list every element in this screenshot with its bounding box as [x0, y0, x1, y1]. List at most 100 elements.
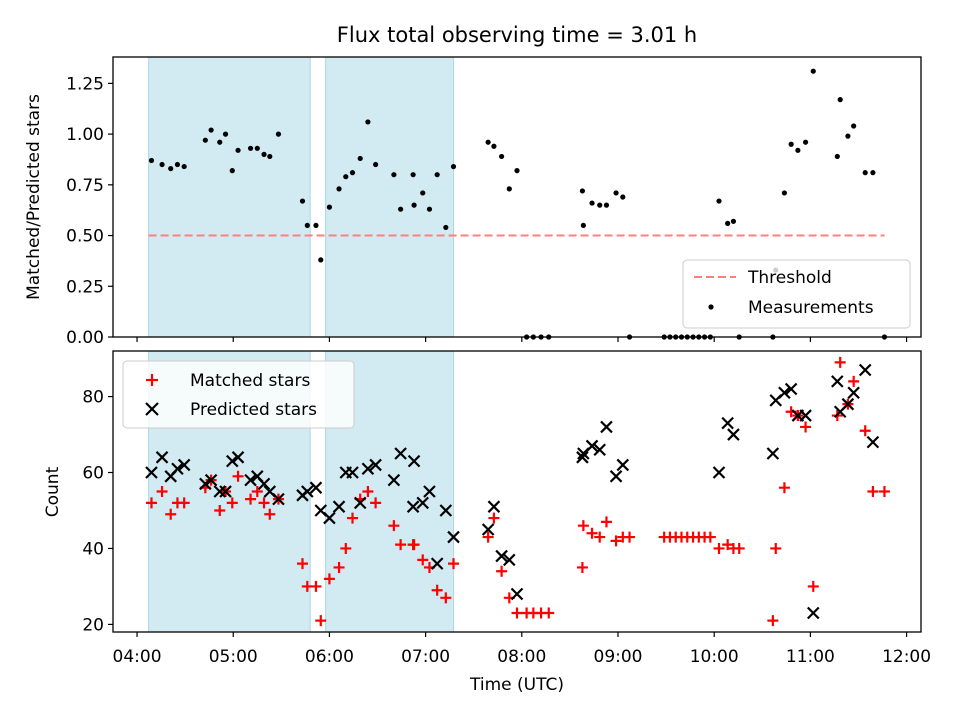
- legend-predicted-swatch: [145, 402, 159, 416]
- measurement-point: [506, 186, 512, 192]
- measurement-point: [499, 153, 505, 160]
- predicted-star-point: [199, 477, 212, 491]
- x-tick-label: 08:00: [497, 647, 546, 667]
- observing-windows-top: [148, 56, 455, 338]
- measurement-point: [410, 172, 416, 178]
- top-y-axis-ticks: 0.00 0.25 0.50 0.75 1.00 1.25: [66, 74, 113, 348]
- measurement-point: [579, 188, 586, 194]
- measurement-point: [788, 141, 794, 147]
- measurement-point: [168, 165, 174, 172]
- top-x-axis-ticks: [136, 337, 908, 342]
- bottom-y-axis-label: Count: [43, 466, 63, 517]
- top-legend-box: [682, 259, 911, 329]
- predicted-star-point: [423, 485, 436, 498]
- predicted-star-point: [841, 397, 855, 411]
- bottom-x-axis-ticks: 04:00 05:00 06:00 07:00 08:00 09:00 10:00 11:00…: [113, 632, 931, 667]
- y-tick-label: 60: [82, 464, 104, 484]
- measurement-point: [208, 127, 214, 133]
- measurement-point: [267, 153, 273, 160]
- predicted-star-point: [353, 496, 367, 510]
- predicted-star-point: [866, 435, 880, 449]
- y-tick-label: 0.00: [66, 328, 104, 348]
- predicted-star-point: [361, 462, 375, 475]
- predicted-star-point: [778, 386, 791, 400]
- matched-star-point: [156, 486, 168, 497]
- measurement-point: [802, 139, 809, 145]
- predicted-star-point: [600, 420, 613, 434]
- matched-star-point: [713, 542, 725, 554]
- bottom-legend-box: [122, 360, 355, 429]
- predicted-star-point: [225, 454, 239, 468]
- matched-star-point: [370, 497, 382, 509]
- matched-star-point: [496, 565, 508, 577]
- measurement-point: [620, 194, 626, 200]
- measurement-point: [174, 161, 181, 168]
- measurement-point: [229, 168, 235, 174]
- matched-star-point: [448, 558, 460, 570]
- predicted-star-point: [171, 462, 184, 475]
- measurement-point: [514, 168, 520, 174]
- measurement-point: [716, 198, 722, 204]
- y-tick-label: 0.75: [66, 176, 104, 196]
- measurement-point: [597, 202, 603, 208]
- x-tick-label: 07:00: [401, 647, 450, 667]
- predicted-star-point: [204, 473, 218, 487]
- predicted-star-point: [407, 454, 421, 468]
- measurement-point: [365, 119, 371, 125]
- measurement-point: [313, 222, 319, 229]
- measurement-point: [373, 161, 379, 168]
- predicted-star-point: [510, 587, 524, 601]
- matched-star-point: [178, 497, 190, 509]
- predicted-star-point: [430, 557, 444, 570]
- top-plot-frame: [112, 56, 922, 338]
- predicted-star-point: [487, 500, 501, 513]
- matched-star-point: [232, 470, 244, 482]
- x-tick-label: 05:00: [209, 647, 258, 667]
- measurement-point: [725, 220, 731, 226]
- measurement-point: [491, 143, 497, 149]
- matched-star-point: [362, 486, 374, 497]
- measurement-point: [181, 163, 187, 170]
- matched-star-point: [395, 539, 407, 551]
- predicted-star-point: [495, 549, 508, 563]
- measurement-point: [318, 257, 324, 263]
- measurement-point: [870, 170, 876, 176]
- matched-star-point: [310, 580, 322, 592]
- matched-star-point: [315, 615, 327, 627]
- matched-star-point: [482, 531, 494, 543]
- measurement-point: [434, 172, 440, 178]
- predicted-star-point: [799, 409, 812, 422]
- bottom-plot-frame: [112, 350, 922, 633]
- predicted-star-point: [155, 451, 169, 464]
- predicted-star-point: [721, 416, 734, 430]
- predicted-star-point: [177, 458, 191, 472]
- matched-star-point: [848, 375, 860, 387]
- predicted-stars-series: [145, 363, 880, 620]
- predicted-star-point: [593, 443, 607, 457]
- measurement-point: [202, 137, 208, 143]
- measurement-point: [862, 170, 868, 176]
- measurement-point: [613, 190, 619, 196]
- measurement-point: [217, 139, 223, 145]
- measurement-point: [357, 155, 363, 162]
- measurement-point: [222, 131, 229, 137]
- measurement-point: [326, 204, 333, 210]
- predicted-star-point: [323, 511, 336, 525]
- measurement-point: [603, 202, 610, 208]
- y-tick-label: 0.25: [66, 277, 104, 297]
- matched-star-point: [388, 520, 400, 532]
- matched-stars-series: [145, 356, 890, 627]
- predicted-star-point: [727, 428, 740, 441]
- measurement-point: [159, 161, 165, 168]
- predicted-star-point: [309, 481, 323, 494]
- predicted-star-point: [806, 606, 820, 620]
- matched-star-point: [145, 497, 157, 509]
- predicted-star-point: [231, 451, 245, 464]
- predicted-star-point: [858, 363, 872, 377]
- matched-star-point: [600, 516, 612, 528]
- measurement-point: [235, 147, 241, 153]
- predicted-star-point: [766, 447, 780, 460]
- matched-star-point: [251, 486, 263, 497]
- predicted-star-point: [609, 470, 623, 483]
